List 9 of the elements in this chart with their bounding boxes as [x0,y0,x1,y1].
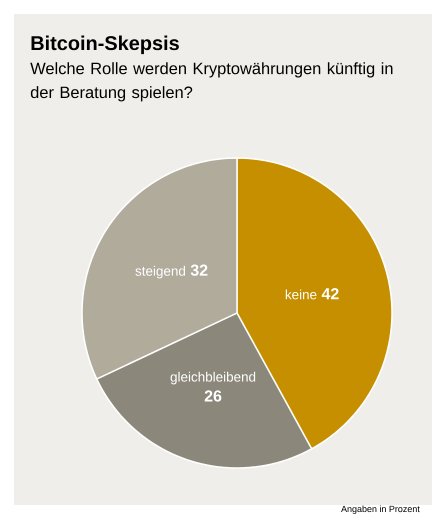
data-label: 32 [190,264,208,276]
slice-label: gleichbleibend [170,372,256,384]
text: Angaben in Prozent [341,506,420,514]
slice-label: keine [286,289,316,300]
slice-label: steigend [135,266,185,278]
chart-title: Bitcoin-Skepsis [32,36,179,54]
data-label: 42 [322,288,339,300]
chart-subtitle: Welche Rolle werden Kryptowährungen künftig in der Beratung spielen? [30,62,392,102]
data-label: 26 [204,390,222,402]
